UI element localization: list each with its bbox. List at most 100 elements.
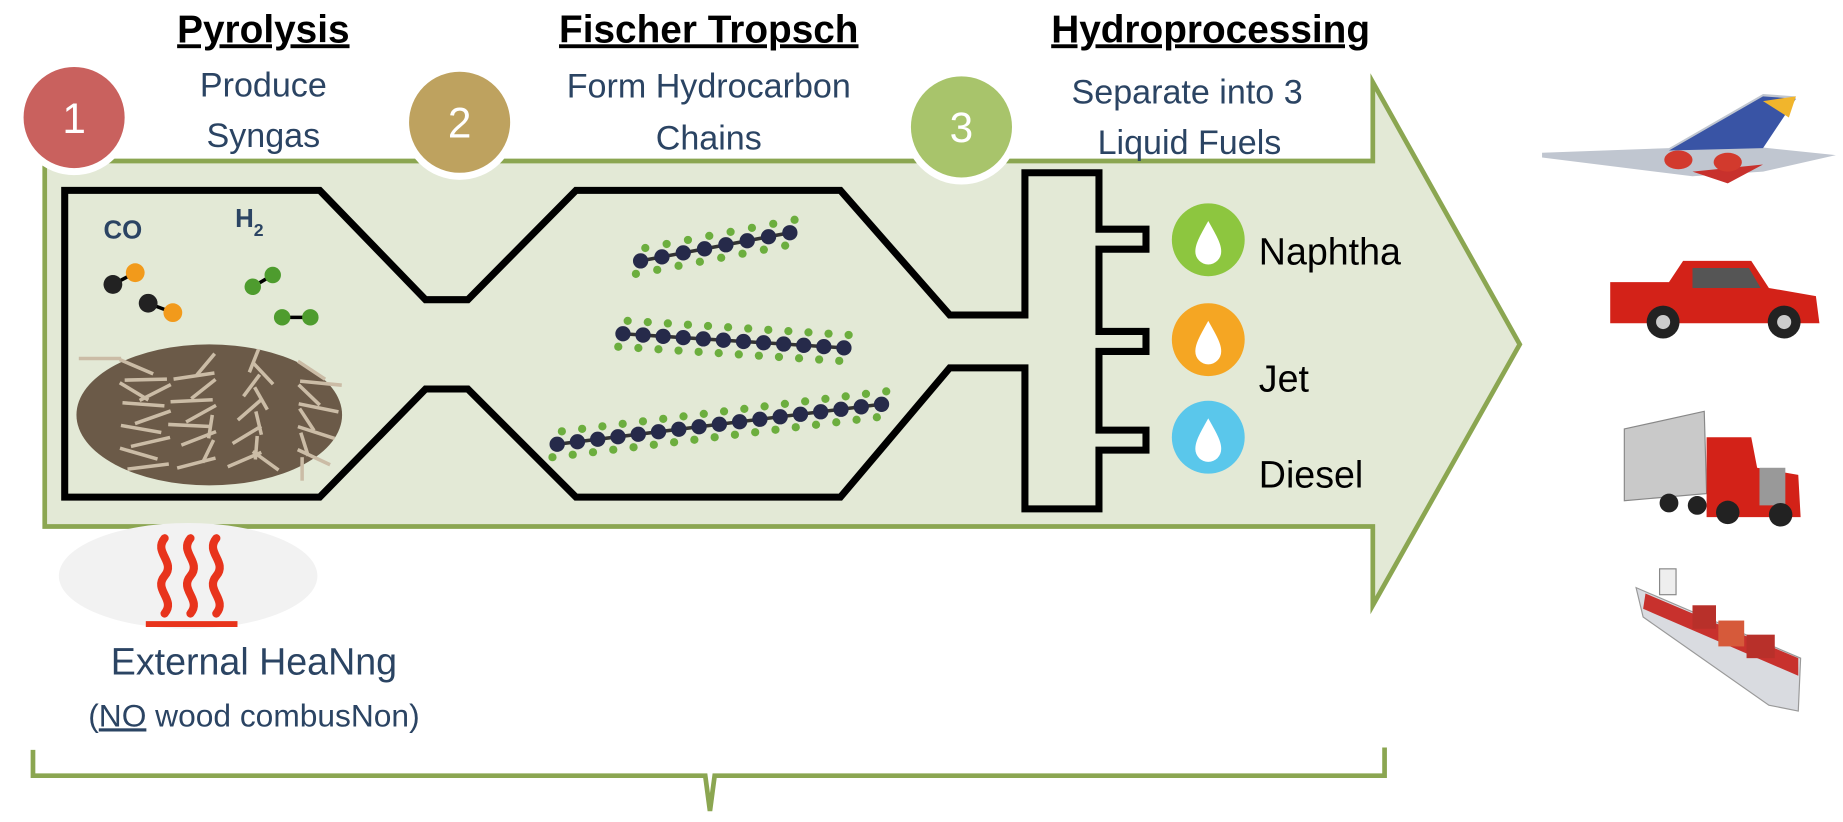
hydrogen	[794, 354, 804, 363]
hydrogen	[695, 257, 704, 266]
hydrogen	[882, 387, 891, 396]
twig	[297, 424, 336, 441]
hydrogen	[699, 409, 708, 418]
hydrogen	[641, 243, 650, 253]
hydrogen	[714, 349, 723, 358]
twig	[170, 397, 213, 404]
hydrogen	[764, 325, 773, 334]
hydrogen	[861, 389, 871, 398]
hydrogen	[872, 413, 881, 422]
twig	[124, 377, 167, 382]
hydrogen	[578, 424, 587, 433]
hydrogen	[643, 318, 652, 327]
hydrogen	[614, 342, 623, 351]
stage-number: 2	[448, 100, 472, 147]
carbon	[691, 419, 707, 435]
carbon	[718, 237, 734, 253]
stage-subtitle: Produce	[200, 66, 327, 104]
biomass	[76, 344, 343, 486]
carbon	[549, 436, 565, 452]
twig	[190, 378, 217, 401]
note-rest: wood combusNon)	[146, 697, 419, 733]
carbon	[615, 326, 631, 342]
hydrogen	[774, 352, 784, 362]
hydrogen	[781, 241, 790, 250]
hydrocarbon-chains	[548, 215, 891, 462]
heating-title: External HeaNng	[111, 641, 397, 683]
note-open: (	[88, 697, 99, 733]
heat-icon	[58, 523, 318, 629]
twig	[134, 409, 172, 426]
hydrogen	[726, 227, 735, 236]
carbon	[671, 421, 687, 437]
carbon	[630, 426, 646, 442]
stage-title: Fischer Tropsch	[559, 8, 858, 51]
hydrogen	[705, 231, 714, 241]
hydrogen	[730, 430, 740, 439]
stage-circle	[402, 64, 518, 180]
hydrogen	[769, 219, 778, 228]
hydrogen	[548, 453, 557, 462]
hydrogen	[832, 418, 841, 427]
hydrogen	[690, 435, 699, 444]
chain	[614, 316, 853, 365]
hydrogen	[638, 417, 648, 426]
twig	[296, 359, 327, 381]
stage-circle	[16, 59, 132, 176]
carbon	[760, 229, 777, 245]
twig	[173, 371, 215, 381]
carbon	[675, 245, 691, 261]
reactor-outline	[61, 169, 1150, 513]
carbon	[654, 249, 670, 265]
chain	[548, 387, 891, 462]
carbon	[752, 411, 768, 427]
hydrogen	[683, 235, 693, 245]
twig	[254, 411, 264, 436]
carbon	[590, 431, 606, 447]
carbon	[635, 327, 651, 343]
twig	[122, 401, 165, 408]
hydrogen	[841, 392, 850, 401]
heating-note: (NO wood combusNon)	[88, 697, 419, 733]
stage-subtitle: Separate into 3	[1072, 73, 1303, 111]
twig	[299, 432, 310, 457]
carbon	[833, 401, 849, 417]
product-label: Naphtha	[1259, 230, 1401, 272]
cargo-ship-icon	[1635, 568, 1802, 712]
hydrogen	[674, 346, 683, 355]
carbon	[739, 233, 755, 249]
twig	[296, 448, 331, 467]
carbon	[735, 333, 752, 350]
stage-title: Hydroprocessing	[1051, 8, 1370, 51]
hydrogen	[710, 433, 719, 442]
hydrogen	[618, 419, 627, 428]
hydrogen	[801, 397, 810, 406]
hydrogen	[821, 394, 830, 403]
twig	[201, 439, 216, 464]
carbon	[711, 416, 727, 432]
carbon	[731, 414, 748, 430]
hydrogen	[631, 269, 641, 278]
carbon	[675, 329, 691, 346]
hydrogen	[694, 347, 703, 356]
twig	[252, 362, 275, 386]
hydrogen	[669, 438, 679, 447]
twig	[120, 423, 162, 435]
twig	[119, 446, 159, 461]
semi-truck-icon	[1623, 410, 1801, 527]
twig	[168, 422, 211, 429]
carbon	[782, 225, 798, 241]
twig	[253, 386, 269, 411]
twig	[236, 398, 262, 422]
twig	[231, 424, 263, 446]
hydrogen	[852, 415, 861, 424]
twig	[118, 381, 150, 402]
hydrogen	[588, 448, 598, 457]
airplane-icon	[1542, 94, 1836, 184]
h2-molecules	[244, 266, 319, 326]
hydrogen	[568, 450, 577, 459]
product-icons	[1171, 203, 1245, 474]
hydrogen	[824, 329, 833, 338]
hydrogen	[811, 420, 821, 429]
hydrogen	[634, 343, 643, 353]
